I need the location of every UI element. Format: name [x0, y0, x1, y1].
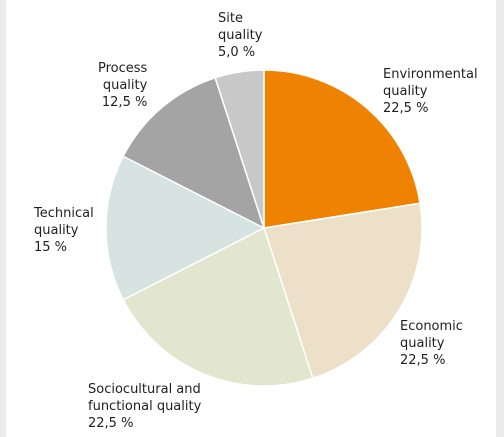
label-economic-quality: Economic quality 22,5 %	[400, 319, 463, 368]
label-process-quality: Process quality 12,5 %	[98, 61, 148, 110]
pie-slice-3	[105, 155, 266, 301]
pie-slice-2	[122, 226, 314, 387]
label-site-quality: Site quality 5,0 %	[218, 11, 263, 60]
pie-slice-0	[263, 69, 421, 229]
label-environmental-quality: Environmental quality 22,5 %	[383, 67, 478, 116]
pie-slice-4	[122, 76, 266, 230]
pie-chart	[105, 69, 423, 387]
pie-slice-1	[263, 202, 423, 380]
label-technical-quality: Technical quality 15 %	[34, 206, 94, 255]
chart-card: Environmental quality 22,5 % Economic qu…	[6, 0, 496, 437]
label-sociocultural-quality: Sociocultural and functional quality 22,…	[88, 382, 202, 431]
pie-slice-5	[214, 69, 265, 229]
